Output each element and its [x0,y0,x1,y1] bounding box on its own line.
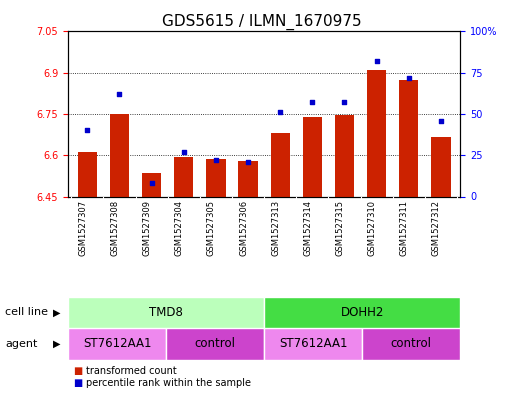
Text: DOHH2: DOHH2 [340,306,384,319]
Bar [264,328,362,360]
Point [340,99,349,106]
Point [372,58,381,64]
Bar [166,328,264,360]
Bar [367,70,386,196]
Bar [264,297,460,328]
Bar [142,173,161,196]
Bar [335,116,354,196]
Text: ST7612AA1: ST7612AA1 [83,337,151,351]
Point [405,75,413,81]
Point [437,118,445,124]
Point [276,109,285,116]
Text: transformed count: transformed count [86,366,177,376]
Text: GSM1527308: GSM1527308 [110,200,119,255]
Text: ■: ■ [73,378,83,388]
Text: cell line: cell line [5,307,48,318]
Text: control: control [391,337,431,351]
Bar [399,80,418,196]
Text: GSM1527309: GSM1527309 [143,200,152,255]
Bar [431,138,451,196]
Bar [238,161,258,196]
Point [308,99,316,106]
Text: GSM1527315: GSM1527315 [335,200,345,255]
Bar [110,114,129,196]
Bar [270,133,290,196]
Text: GSM1527311: GSM1527311 [400,200,409,255]
Point [115,91,123,97]
Text: GSM1527306: GSM1527306 [239,200,248,255]
Bar [77,152,97,196]
Text: TMD8: TMD8 [149,306,183,319]
Bar [362,328,460,360]
Bar [174,157,194,196]
Text: GDS5615 / ILMN_1670975: GDS5615 / ILMN_1670975 [162,14,361,30]
Text: GSM1527314: GSM1527314 [303,200,312,255]
Text: percentile rank within the sample: percentile rank within the sample [86,378,251,388]
Bar [303,117,322,196]
Point [147,180,156,186]
Text: GSM1527313: GSM1527313 [271,200,280,255]
Bar [68,297,264,328]
Text: ■: ■ [73,366,83,376]
Text: GSM1527312: GSM1527312 [432,200,441,255]
Text: ▶: ▶ [53,339,60,349]
Text: ▶: ▶ [53,307,60,318]
Text: GSM1527310: GSM1527310 [368,200,377,255]
Text: GSM1527307: GSM1527307 [78,200,87,255]
Text: GSM1527304: GSM1527304 [175,200,184,255]
Point [244,159,252,165]
Text: agent: agent [5,339,38,349]
Point [179,149,188,155]
Text: GSM1527305: GSM1527305 [207,200,216,255]
Text: ST7612AA1: ST7612AA1 [279,337,347,351]
Point [212,157,220,163]
Bar [206,160,225,196]
Text: control: control [195,337,235,351]
Bar [68,328,166,360]
Point [83,127,92,134]
